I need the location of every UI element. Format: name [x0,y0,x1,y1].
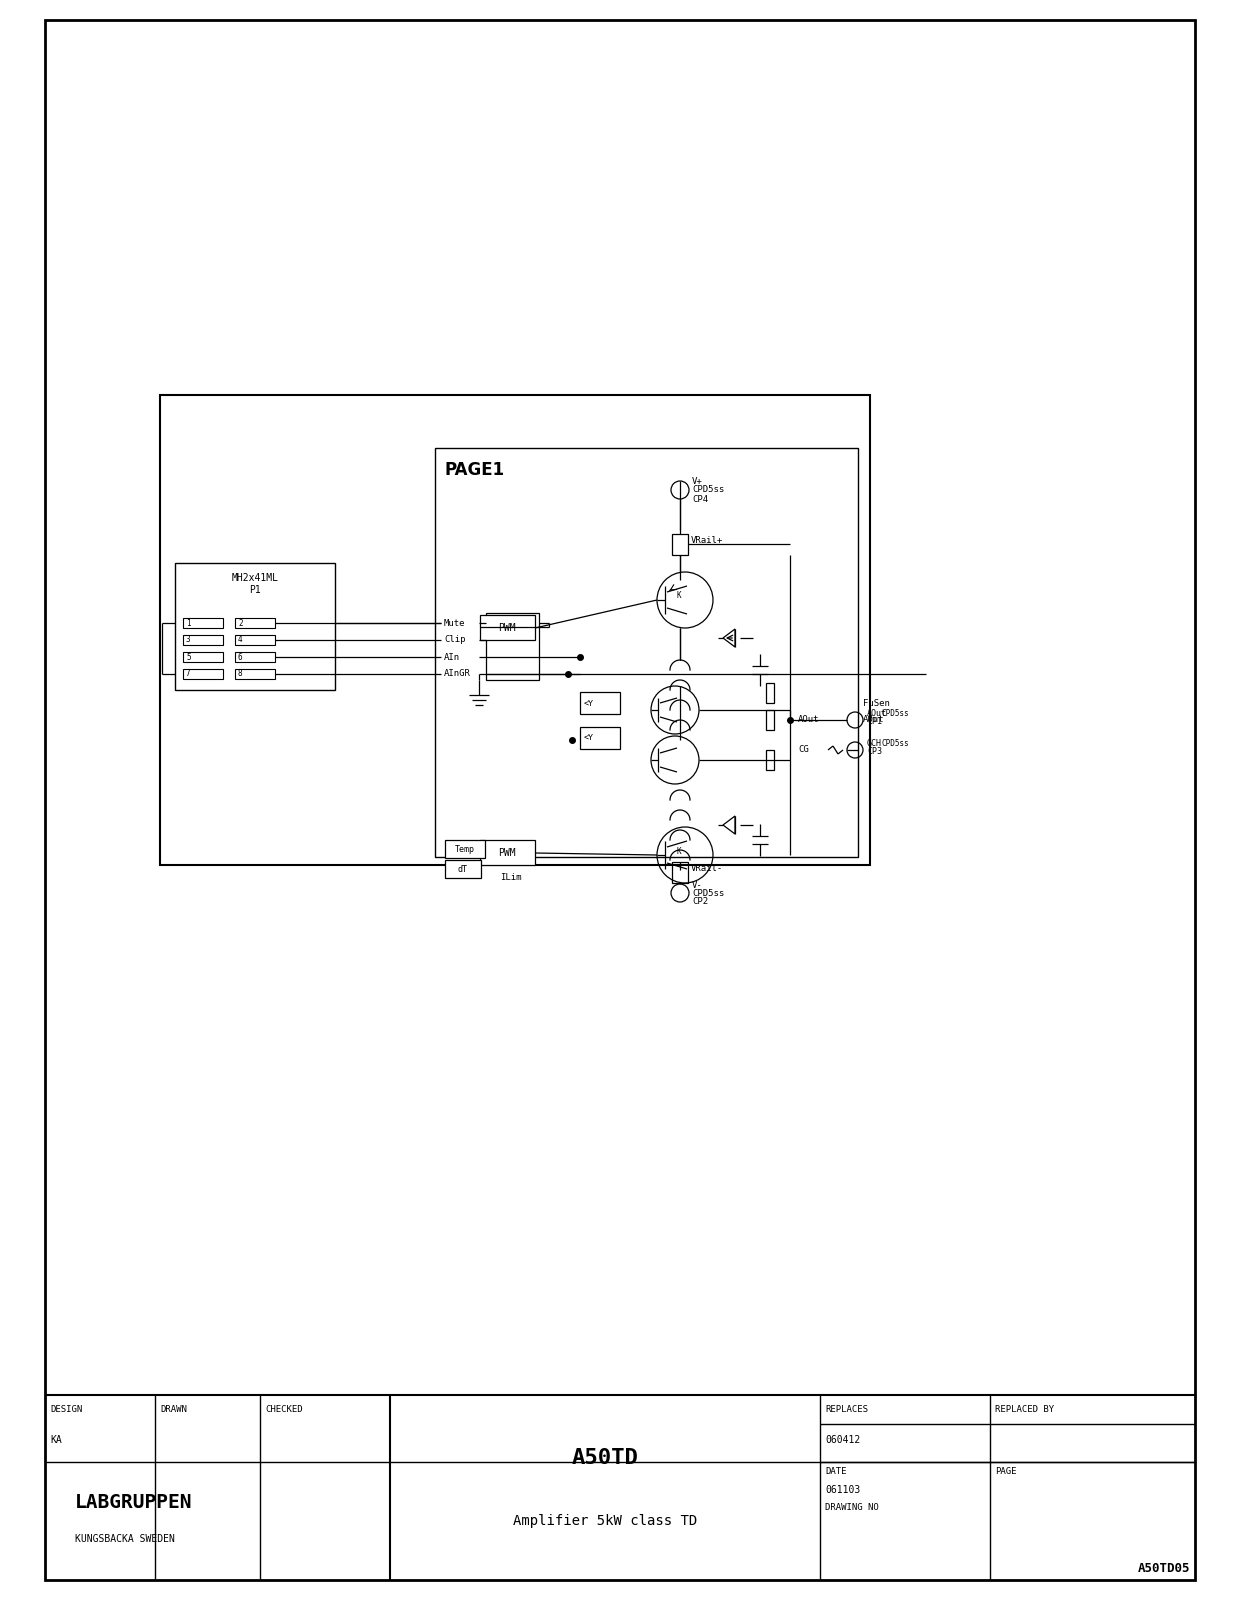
Bar [480,614,534,640]
Text: AIn: AIn [444,653,460,661]
Text: KUNGSBACKA SWEDEN: KUNGSBACKA SWEDEN [75,1534,174,1544]
Text: P1: P1 [249,586,261,595]
Text: dT: dT [458,864,468,874]
Text: 4: 4 [238,635,242,645]
Text: PWM: PWM [499,848,516,858]
Bar [445,840,485,858]
Text: 3: 3 [186,635,190,645]
Text: PAGE: PAGE [995,1467,1017,1477]
Bar [160,395,870,866]
Bar [183,669,223,678]
Text: 6: 6 [238,653,242,661]
Bar [183,635,223,645]
Text: A50TD: A50TD [571,1448,638,1469]
Bar [445,861,481,878]
Text: PWM: PWM [499,622,516,634]
Text: CPD5ss: CPD5ss [691,888,724,898]
Text: REPLACED BY: REPLACED BY [995,1405,1054,1414]
Text: Clip: Clip [444,635,465,645]
Text: VRail-: VRail- [691,864,724,874]
Text: Temp: Temp [455,845,475,853]
Bar [672,534,688,555]
Text: V-: V- [691,880,703,890]
Text: 2: 2 [238,619,242,627]
Text: VRail+: VRail+ [691,536,724,546]
Text: 8: 8 [238,669,242,678]
Text: CPD5ss: CPD5ss [882,709,909,718]
Bar [672,862,688,883]
Text: DRAWING NO: DRAWING NO [825,1502,878,1512]
Text: FuSen: FuSen [863,699,889,707]
Text: <Υ: <Υ [584,699,594,707]
Text: K: K [677,846,682,856]
Text: K: K [677,592,682,600]
Text: CP3: CP3 [867,747,882,757]
Bar [580,691,620,714]
Text: 061103: 061103 [825,1485,860,1494]
Text: LABGRUPPEN: LABGRUPPEN [75,1493,193,1512]
Bar [174,563,335,690]
Bar [183,653,223,662]
Text: 1: 1 [186,619,190,627]
Text: CP1: CP1 [867,717,882,726]
Text: CP2: CP2 [691,898,708,907]
Text: MH2x41ML: MH2x41ML [231,573,278,582]
Bar [766,750,774,770]
Text: 060412: 060412 [825,1435,860,1445]
Bar [766,683,774,702]
Text: <Υ: <Υ [584,733,594,742]
Bar [480,840,534,866]
Bar [435,448,858,858]
Text: AOut: AOut [798,715,819,725]
Bar [766,710,774,730]
Text: CP4: CP4 [691,494,708,504]
Text: GCH: GCH [867,739,882,749]
Text: CHECKED: CHECKED [265,1405,303,1414]
Text: PAGE1: PAGE1 [445,461,505,478]
Text: ILim: ILim [500,874,522,883]
Bar [183,618,223,627]
Text: A50TD05: A50TD05 [1138,1562,1190,1574]
Text: DRAWN: DRAWN [160,1405,187,1414]
Text: AOut: AOut [863,715,884,725]
Bar [235,618,275,627]
Bar [580,726,620,749]
Text: 5: 5 [186,653,190,661]
Text: AInGR: AInGR [444,669,471,678]
Text: V+: V+ [691,477,703,486]
Text: CPD5ss: CPD5ss [882,739,909,749]
Text: 7: 7 [186,669,190,678]
Bar [235,635,275,645]
Bar [486,613,539,680]
Text: Amplifier 5kW class TD: Amplifier 5kW class TD [513,1514,698,1528]
Text: AOut: AOut [867,709,887,718]
Text: CG: CG [798,746,809,755]
Bar [235,669,275,678]
Text: REPLACES: REPLACES [825,1405,868,1414]
Text: KA: KA [49,1435,62,1445]
Text: DATE: DATE [825,1467,846,1477]
Text: CPD5ss: CPD5ss [691,485,724,494]
Text: Mute: Mute [444,619,465,627]
Text: DESIGN: DESIGN [49,1405,82,1414]
Bar [235,653,275,662]
